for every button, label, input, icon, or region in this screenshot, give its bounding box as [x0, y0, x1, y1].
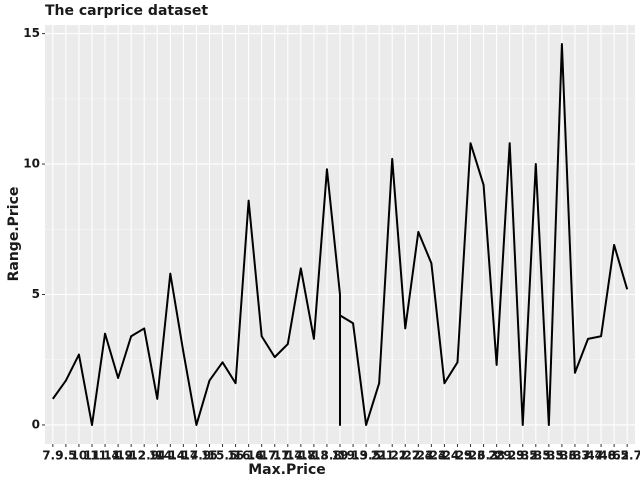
x-tick-label: 62.7	[612, 449, 640, 463]
y-axis-label: Range.Price	[6, 187, 22, 282]
x-tick-label: 10	[71, 449, 88, 463]
x-tick-label: 44.6	[586, 449, 616, 463]
x-axis-label: Max.Price	[248, 462, 326, 478]
y-tick-label: 15	[23, 26, 40, 40]
x-tick-label: 12.2	[116, 449, 146, 463]
x-tick-label: 11	[84, 449, 101, 463]
x-tick-label: 23.3	[417, 449, 447, 463]
x-tick-label: 17.1	[260, 449, 290, 463]
x-tick-label: 24.4	[430, 449, 460, 463]
x-tick-label: 14.9	[182, 449, 212, 463]
x-tick-label: 36.3	[560, 449, 590, 463]
y-tick-label: 0	[32, 417, 40, 431]
x-tick-label: 14	[149, 449, 166, 463]
x-tick-label: 11.9	[103, 449, 133, 463]
x-tick-label: 48.5	[599, 449, 629, 463]
x-tick-label: 15.5	[208, 449, 238, 463]
x-tick-label: 21.7	[390, 449, 420, 463]
x-tick-label: 25.3	[456, 449, 486, 463]
x-tick-label: 26.3	[469, 449, 499, 463]
x-tick-label: 16.7	[247, 449, 277, 463]
x-tick-label: 19	[332, 449, 349, 463]
x-tick-label: 15	[201, 449, 218, 463]
x-tick-label: 21.2	[377, 449, 407, 463]
x-tick-label: 19.5	[351, 449, 381, 463]
x-tick-label: 16	[227, 449, 244, 463]
x-tick-label: 16.4	[234, 449, 264, 463]
x-tick-label: 17.4	[273, 449, 303, 463]
x-tick-label: 18.8	[312, 449, 342, 463]
x-tick-label: 24.9	[443, 449, 473, 463]
x-tick-label: 14.4	[156, 449, 186, 463]
x-tick-label: 19.3	[338, 449, 368, 463]
x-tick-label: 17.7	[286, 449, 316, 463]
x-tick-label: 28	[488, 449, 505, 463]
x-tick-label: 32.5	[521, 449, 551, 463]
x-tick-label: 11.4	[90, 449, 120, 463]
x-tick-label: 9.5	[55, 449, 76, 463]
x-tick-label: 14.7	[169, 449, 199, 463]
y-tick-label: 5	[32, 287, 40, 301]
x-tick-label: 33.3	[534, 449, 564, 463]
line	[52, 43, 629, 426]
y-tick-label: 10	[23, 157, 40, 171]
x-tick-label: 35.3	[547, 449, 577, 463]
x-tick-label: 29.3	[495, 449, 525, 463]
x-tick-label: 22.4	[404, 449, 434, 463]
x-tick-label: 37.7	[573, 449, 603, 463]
x-tick-label: 18.3	[299, 449, 329, 463]
chart-title: The carprice dataset	[45, 3, 208, 19]
x-tick-label: 29.5	[508, 449, 538, 463]
x-tick-label: 7.9	[42, 449, 63, 463]
x-tick-label: 21	[371, 449, 388, 463]
x-tick-label: 12.9	[129, 449, 159, 463]
